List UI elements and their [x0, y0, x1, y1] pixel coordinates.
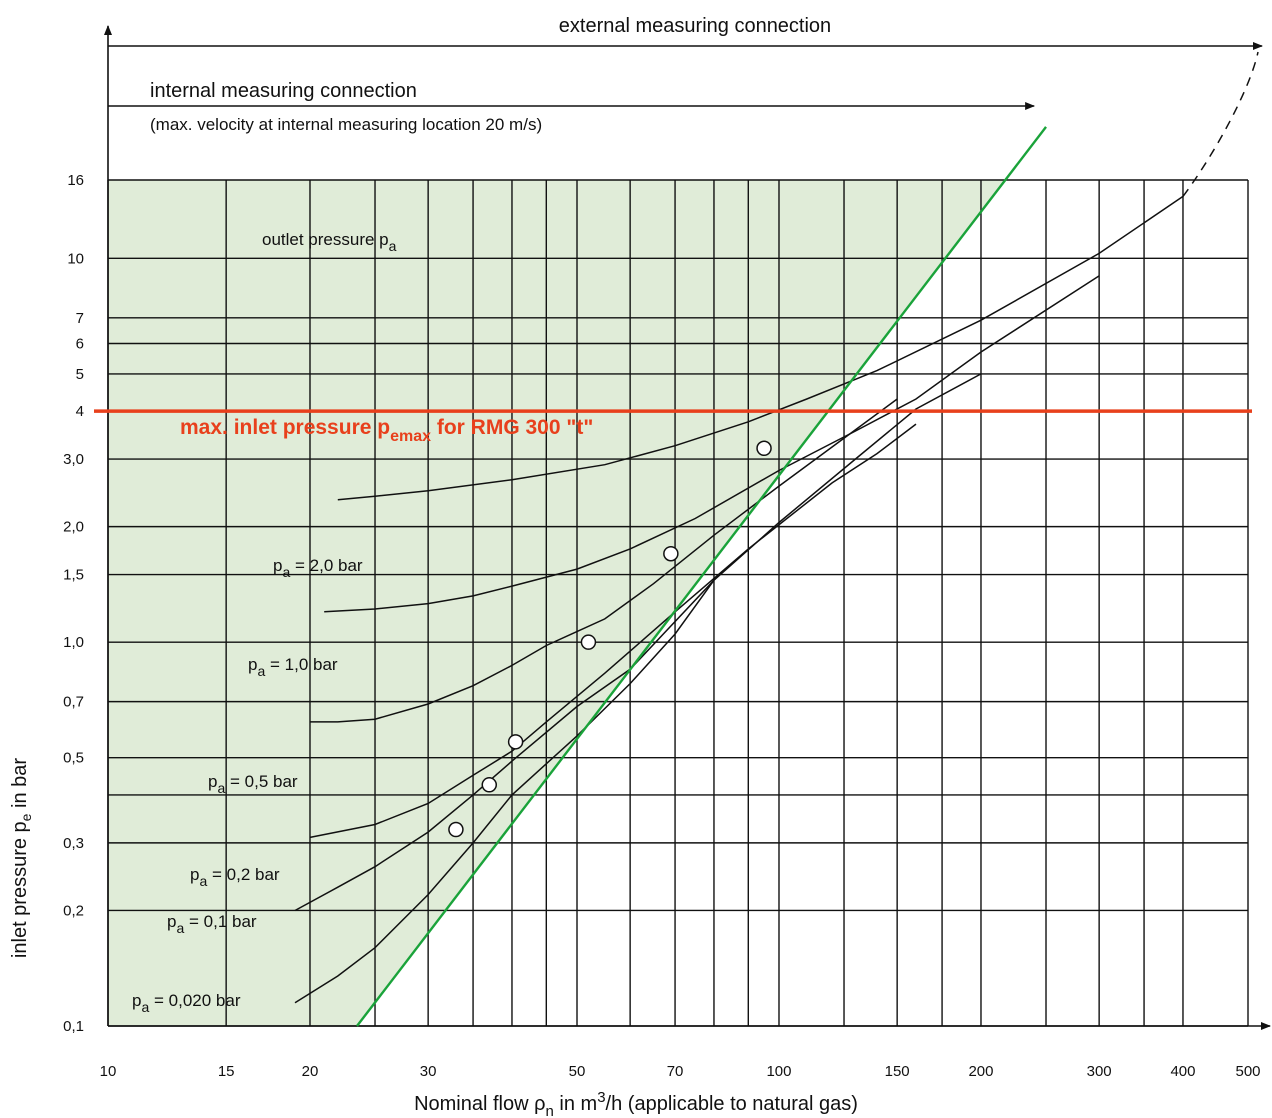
tick-labels: 10 15 20 30 50 70 100 150 200 300 400 500 0,1 0,2 0,3 0… — [63, 172, 1260, 1080]
y-tick-label: 6 — [76, 335, 84, 352]
intersection-marker — [756, 440, 772, 457]
x-tick-label: 50 — [569, 1063, 586, 1080]
x-tick-label: 400 — [1170, 1063, 1195, 1080]
external-connection-label: external measuring connection — [559, 15, 831, 37]
series-label: pa = 2,0 bar — [273, 556, 363, 580]
intersection-marker — [481, 777, 498, 793]
intersection-marker — [507, 734, 524, 750]
series-label: pa = 0,2 bar — [190, 865, 280, 889]
series-extension-dashed — [1182, 51, 1259, 197]
y-tick-label: 0,3 — [63, 835, 84, 852]
max-inlet-pressure-label: max. inlet pressure pemax for RMG 300 "t… — [180, 416, 593, 445]
x-tick-label: 300 — [1087, 1063, 1112, 1080]
x-tick-label: 500 — [1235, 1063, 1260, 1080]
x-tick-label: 200 — [968, 1063, 993, 1080]
intersection-marker — [580, 634, 597, 650]
y-tick-label: 1,0 — [63, 634, 84, 651]
series-label: pa = 0,020 bar — [132, 991, 241, 1015]
y-tick-label: 1,5 — [63, 567, 84, 584]
x-tick-label: 100 — [766, 1063, 791, 1080]
intersection-markers — [448, 440, 772, 838]
y-tick-label: 16 — [67, 172, 84, 189]
series-label: pa = 0,1 bar — [167, 912, 257, 936]
intersection-marker — [448, 821, 464, 838]
x-tick-label: 30 — [420, 1063, 437, 1080]
y-axis-title: inlet pressure pe in bar — [9, 758, 34, 958]
y-tick-label: 0,7 — [63, 694, 84, 711]
outlet-pressure-area — [108, 180, 1006, 1026]
axes — [104, 25, 1271, 1030]
y-tick-label: 0,1 — [63, 1018, 84, 1035]
series-labels: pa = 2,0 bar pa = 1,0 bar pa = 0,5 bar pa =… — [132, 556, 363, 1015]
x-tick-label: 10 — [100, 1063, 117, 1080]
x-tick-label: 70 — [667, 1063, 684, 1080]
y-tick-label: 7 — [76, 310, 84, 327]
series-label: pa = 0,5 bar — [208, 772, 298, 796]
intersection-marker — [663, 545, 679, 562]
series-label: pa = 1,0 bar — [248, 655, 338, 679]
x-tick-label: 150 — [885, 1063, 910, 1080]
series-line — [294, 579, 715, 1004]
y-tick-label: 3,0 — [63, 451, 84, 468]
internal-connection-sublabel: (max. velocity at internal measuring loc… — [150, 115, 542, 134]
x-tick-label: 15 — [218, 1063, 235, 1080]
series-group — [94, 51, 1259, 1027]
outlet-pressure-label: outlet pressure pa — [262, 230, 397, 254]
series-line — [294, 373, 982, 912]
outlet-pressure-region — [108, 180, 1006, 1026]
y-tick-label: 4 — [76, 403, 84, 420]
y-tick-label: 0,5 — [63, 750, 84, 767]
internal-connection-label: internal measuring connection — [150, 80, 417, 102]
grid — [107, 179, 1249, 1027]
y-tick-label: 2,0 — [63, 519, 84, 536]
x-axis-title: Nominal flow ρn in m3/h (applicable to n… — [414, 1089, 858, 1118]
y-tick-label: 5 — [76, 366, 84, 383]
y-tick-label: 10 — [67, 250, 84, 267]
series-line — [310, 398, 898, 723]
series-line — [309, 423, 917, 839]
internal-limit-line — [356, 126, 1047, 1027]
series-line — [324, 275, 1100, 613]
x-tick-label: 20 — [302, 1063, 319, 1080]
y-tick-label: 0,2 — [63, 902, 84, 919]
series-line — [337, 195, 1184, 501]
